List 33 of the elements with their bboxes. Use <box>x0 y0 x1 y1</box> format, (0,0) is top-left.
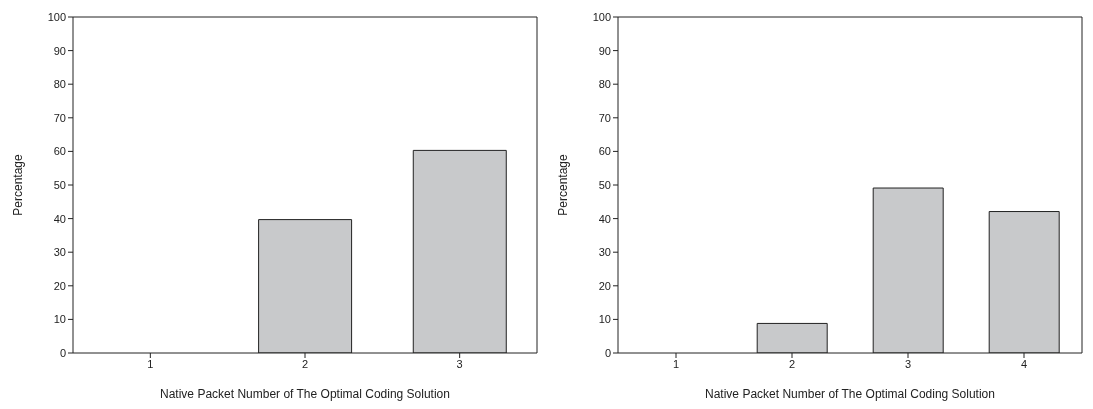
y-tick-label: 0 <box>59 346 66 359</box>
y-tick-label: 70 <box>53 111 66 124</box>
y-tick-label: 0 <box>604 346 611 359</box>
y-tick-label: 60 <box>598 145 611 158</box>
x-tick-label: 3 <box>904 357 912 370</box>
y-tick-label: 80 <box>53 78 66 91</box>
y-tick-label: 30 <box>598 246 611 259</box>
x-tick-label: 4 <box>1020 357 1028 370</box>
y-tick-label: 40 <box>53 212 66 225</box>
x-tick-label: 2 <box>301 357 309 370</box>
y-tick-label: 30 <box>53 246 66 259</box>
y-tick-label: 90 <box>53 44 66 57</box>
x-tick-label: 3 <box>456 357 463 370</box>
y-tick-label: 90 <box>598 44 611 57</box>
y-tick-label: 80 <box>598 78 611 91</box>
y-tick-label: 100 <box>47 10 66 23</box>
x-axis-title: Native Packet Number of The Optimal Coding Solution <box>160 387 450 401</box>
y-axis-title: Percentage <box>11 153 26 216</box>
y-tick-label: 60 <box>53 145 66 158</box>
y-tick-label: 50 <box>598 178 611 191</box>
y-tick-label: 20 <box>53 279 66 292</box>
y-tick-label: 50 <box>53 178 66 191</box>
y-tick-label: 70 <box>598 111 611 124</box>
y-tick-label: 40 <box>598 212 611 225</box>
y-axis-title: Percentage <box>556 153 571 216</box>
y-tick-label: 100 <box>592 10 611 23</box>
y-tick-label: 10 <box>598 313 611 326</box>
x-axis-title: Native Packet Number of The Optimal Coding Solution <box>705 387 995 401</box>
x-tick-label: 2 <box>788 357 796 370</box>
x-tick-label: 1 <box>672 357 680 370</box>
x-tick-label: 1 <box>147 357 154 370</box>
y-tick-label: 20 <box>598 279 611 292</box>
y-tick-label: 10 <box>53 313 66 326</box>
